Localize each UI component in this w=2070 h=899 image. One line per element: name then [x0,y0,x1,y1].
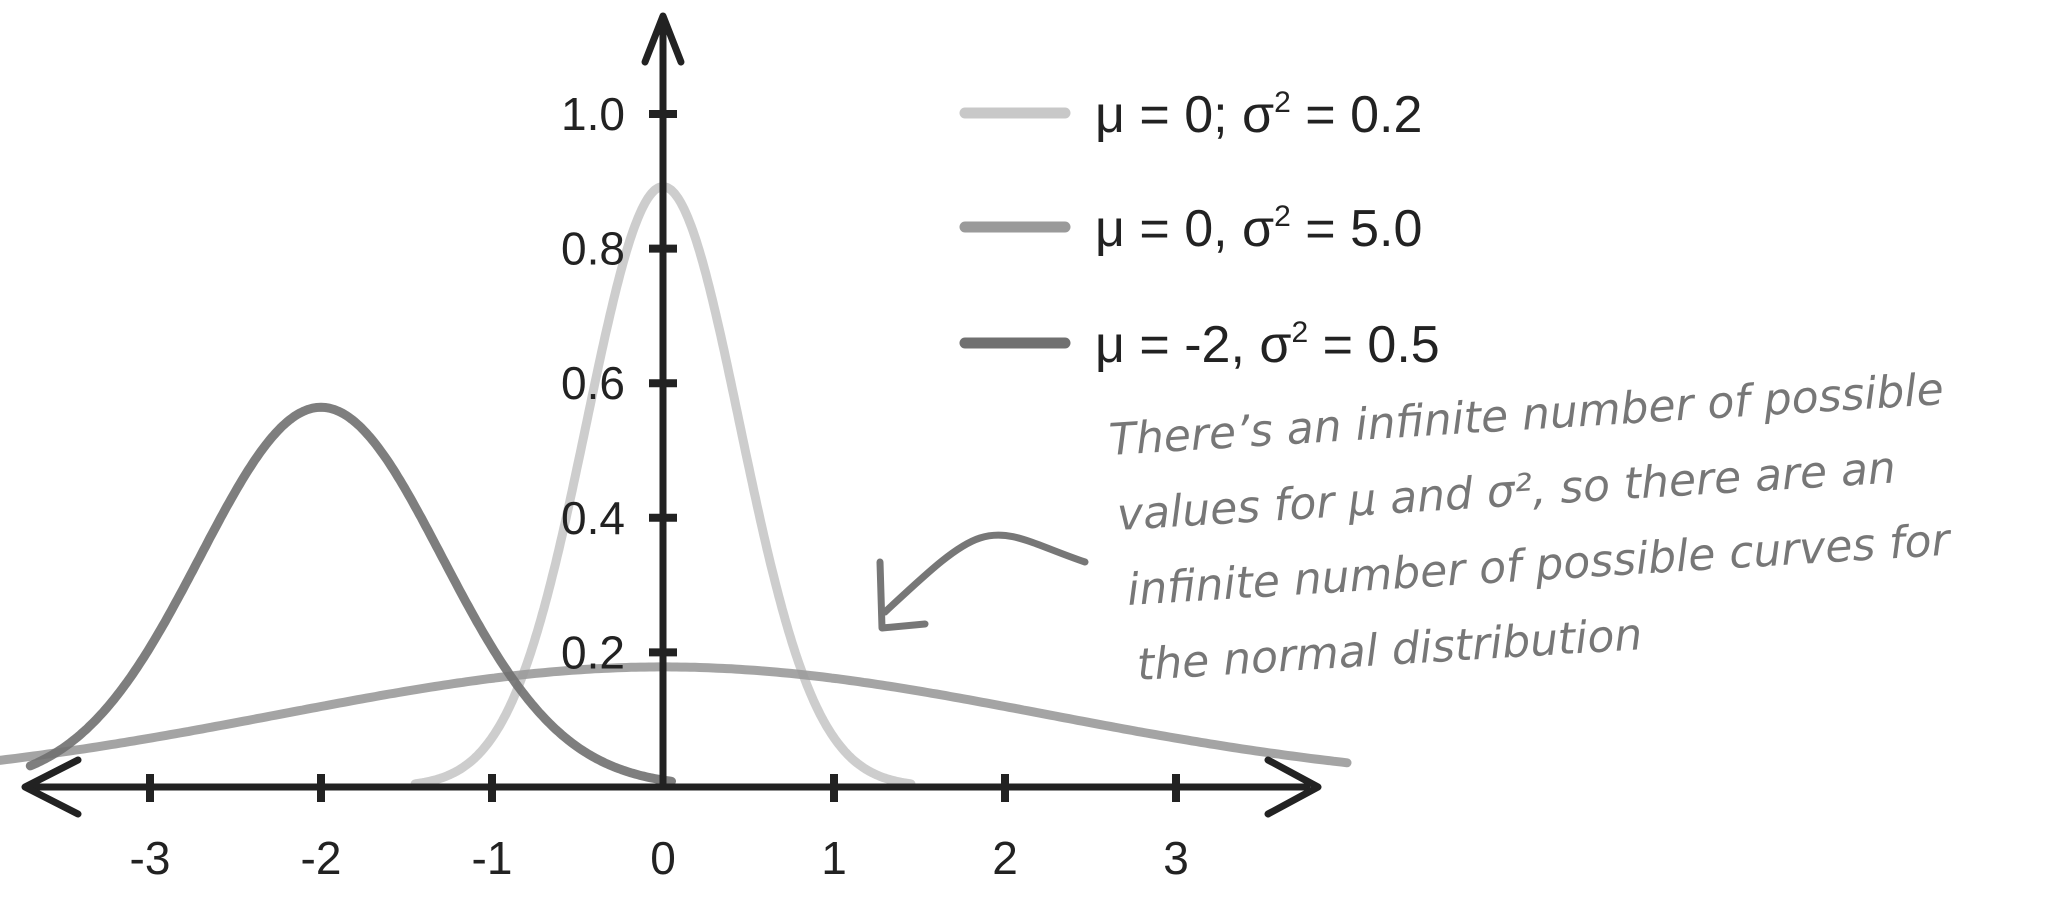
series-line-3 [25,402,676,786]
y-tick-label: 0.4 [561,492,625,544]
x-tick-label: 0 [650,832,676,884]
annotation-arrowhead [876,558,929,632]
x-tick-label: -1 [472,832,513,884]
x-tick-label: 3 [1163,832,1189,884]
annotation-line-4: the normal distribution [1136,609,1644,691]
legend-label-3: μ = -2, σ2 = 0.5 [1095,316,1440,374]
x-tick-label: 1 [821,832,847,884]
y-tick-label: 0.6 [561,357,625,409]
legend-label-2: μ = 0, σ2 = 5.0 [1095,200,1422,258]
annotation-note: There’s an infinite number of possibleva… [1108,364,1954,691]
x-axis-right-arrow [1264,756,1322,818]
y-tick-label: 1.0 [561,88,625,140]
y-tick-label: 0.8 [561,223,625,275]
x-axis-left-arrow [21,756,82,818]
y-tick-label: 0.2 [561,626,625,678]
x-tick-label: -2 [301,832,342,884]
x-tick-label: -3 [130,832,171,884]
annotation: There’s an infinite number of possibleva… [876,364,1954,691]
y-axis-arrow [641,12,685,66]
legend: μ = 0; σ2 = 0.2 μ = 0, σ2 = 5.0 μ = -2, σ2… [959,86,1440,374]
legend-label-1: μ = 0; σ2 = 0.2 [1095,86,1422,144]
annotation-arrow [881,531,1089,616]
x-tick-label: 2 [992,832,1018,884]
curves-layer [0,182,1352,789]
axes-layer: -3 -2 -1 0 1 2 3 0.2 0.4 0.6 0.8 1.0 [21,12,1322,884]
